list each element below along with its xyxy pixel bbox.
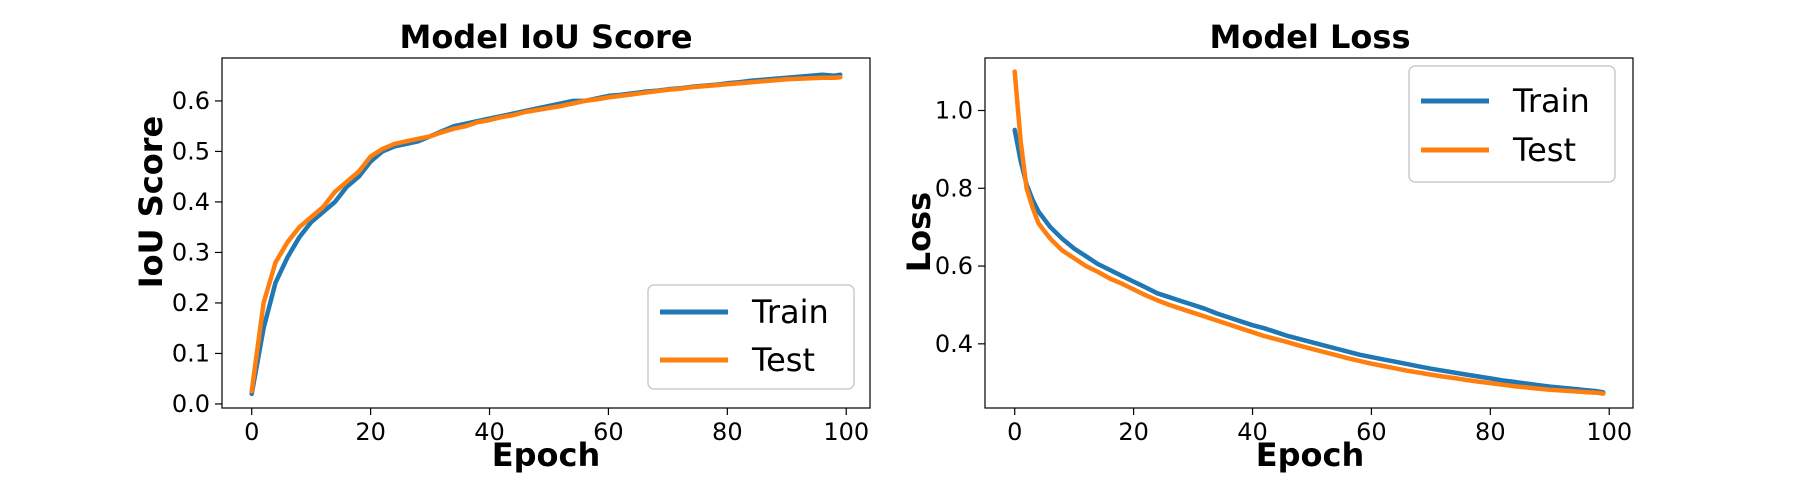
y-tick-label: 0.1 [172, 339, 210, 367]
series-line-test [1012, 69, 1606, 396]
y-tick-label: 0.5 [172, 137, 210, 165]
chart-title: Model Loss [1209, 18, 1410, 56]
y-tick-label: 0.8 [935, 174, 973, 202]
iou-chart: Model IoU Score Epoch IoU Score 0 20 40 60 8… [132, 18, 871, 474]
x-tick-label: 80 [712, 418, 743, 446]
legend: Train Test [1408, 65, 1616, 183]
legend-test-label: Test [751, 341, 815, 379]
y-tick-label: 0.0 [172, 390, 210, 418]
chart-title: Model IoU Score [399, 18, 692, 56]
x-tick-label: 80 [1475, 418, 1506, 446]
plot-frame [984, 57, 1634, 409]
plot-frame [221, 57, 871, 409]
y-tick-label: 0.4 [172, 188, 210, 216]
x-tick-label: 60 [593, 418, 624, 446]
x-tick-label: 20 [355, 418, 386, 446]
x-tick-label: 20 [1118, 418, 1149, 446]
loss-chart: Model Loss Epoch Loss 0 20 40 60 80 100 0.4 0.6… [900, 18, 1634, 474]
x-tick-label: 60 [1356, 418, 1387, 446]
legend-train-label: Train [1512, 82, 1590, 120]
series-lines [249, 72, 843, 397]
y-tick-label: 0.3 [172, 238, 210, 266]
series-line-test [249, 74, 843, 394]
x-tick-label: 100 [823, 418, 869, 446]
y-tick-label: 0.6 [172, 87, 210, 115]
x-tick-label: 40 [474, 418, 505, 446]
legend-train-label: Train [751, 293, 829, 331]
y-tick-label: 0.6 [935, 252, 973, 280]
x-tick-label: 40 [1237, 418, 1268, 446]
y-axis-label: IoU Score [132, 116, 170, 289]
legend-test-label: Test [1512, 131, 1576, 169]
y-tick-label: 1.0 [935, 97, 973, 125]
series-lines [1012, 69, 1606, 396]
x-tick-label: 0 [1007, 418, 1022, 446]
legend: Train Test [647, 284, 855, 390]
x-tick-label: 0 [244, 418, 259, 446]
y-axis-label: Loss [900, 192, 938, 272]
x-tick-label: 100 [1586, 418, 1632, 446]
y-tick-label: 0.2 [172, 289, 210, 317]
y-tick-label: 0.4 [935, 330, 973, 358]
x-axis-label: Epoch [492, 436, 601, 474]
axis-ticks: 0 20 40 60 80 100 0.4 0.6 0.8 1.0 [935, 97, 1632, 447]
axis-ticks: 0 20 40 60 80 100 0.0 0.1 0.2 0.3 0.4 0.5 0.6 [172, 87, 869, 446]
legend-box [1408, 65, 1616, 183]
x-axis-label: Epoch [1256, 436, 1365, 474]
series-line-train [1012, 127, 1606, 395]
